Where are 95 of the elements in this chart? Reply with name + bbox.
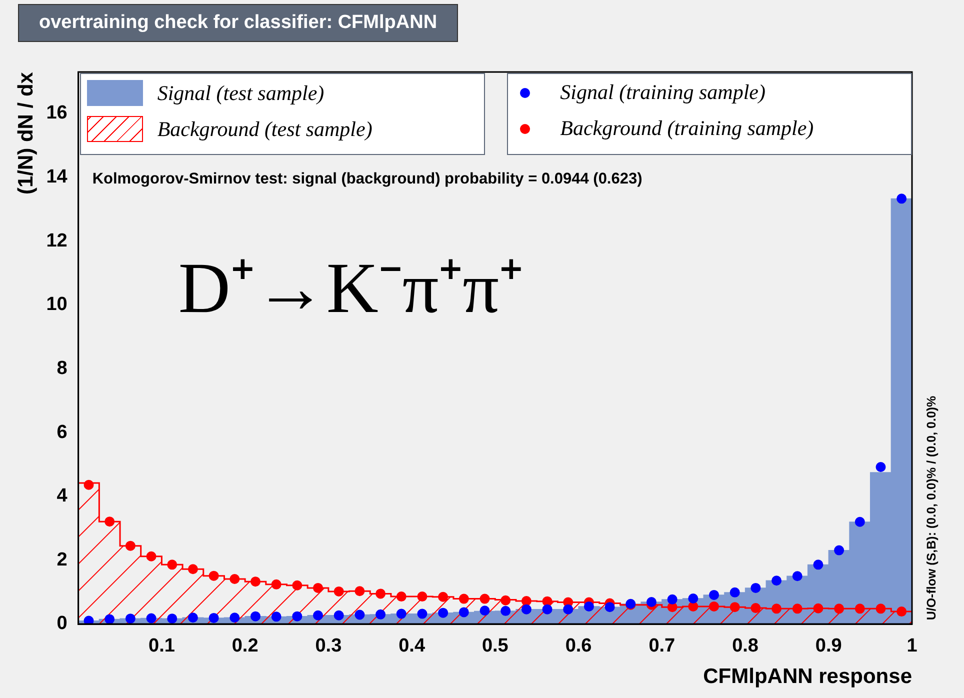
point	[292, 611, 302, 622]
point	[709, 590, 720, 600]
text: U/O-flow (S,B): (0.0, 0.0)% / (0.0, 0.0)%	[924, 396, 938, 620]
point	[876, 604, 886, 614]
x-tick-label: 0.1	[148, 636, 176, 657]
point	[271, 579, 282, 590]
point	[125, 540, 136, 551]
point	[146, 551, 156, 562]
y-tick-label: 16	[46, 102, 68, 124]
point	[500, 606, 511, 616]
point	[646, 596, 656, 607]
point	[813, 560, 824, 570]
point	[230, 574, 240, 584]
point	[854, 604, 865, 614]
point	[417, 592, 428, 602]
point	[313, 610, 324, 620]
y-tick-label: 8	[56, 358, 68, 379]
point	[354, 610, 365, 620]
x-tick-label: 0.4	[398, 636, 426, 657]
point	[438, 592, 448, 602]
point	[250, 576, 260, 587]
y-axis-title: (1/N) dN / dx	[14, 72, 38, 195]
x-tick-label: 0.2	[232, 636, 258, 657]
legend-label: Signal (test sample)	[157, 80, 324, 106]
point	[376, 609, 386, 620]
x-tick-label: 0.3	[315, 636, 342, 657]
x-tick-label: 0.6	[565, 636, 592, 657]
y-tick-label: 0	[56, 613, 68, 634]
y-tick-label: 12	[46, 230, 68, 252]
x-tick-label: 0.8	[732, 636, 758, 657]
chart-title: overtraining check for classifier: CFMlpANN	[18, 4, 458, 42]
legend-label: Background (training sample)	[560, 116, 814, 141]
point	[334, 610, 344, 620]
point	[896, 606, 907, 617]
point	[813, 603, 824, 614]
point	[896, 194, 907, 204]
point	[584, 601, 594, 612]
point	[84, 480, 94, 490]
point	[792, 604, 802, 614]
point	[84, 616, 94, 624]
point	[563, 604, 574, 614]
point	[396, 592, 406, 602]
point	[521, 596, 532, 606]
point	[688, 593, 698, 604]
point	[604, 602, 615, 612]
point	[730, 587, 740, 598]
point	[146, 613, 156, 624]
x-tick-label: 0.7	[648, 636, 676, 657]
y-tick-label: 4	[56, 486, 68, 507]
annotation: D⁺→K⁻π⁺π⁺	[178, 248, 524, 328]
point	[208, 612, 219, 623]
point	[500, 595, 511, 606]
point	[250, 611, 260, 622]
legend-label: Background (test sample)	[157, 116, 372, 142]
point	[417, 608, 428, 619]
y-tick-label: 6	[56, 422, 68, 443]
point	[125, 614, 136, 624]
point	[667, 594, 678, 604]
point	[167, 614, 178, 624]
x-tick-label: 1	[906, 636, 918, 657]
point	[542, 604, 552, 614]
point	[354, 586, 365, 596]
point	[480, 606, 490, 616]
point	[230, 612, 240, 623]
point	[188, 564, 198, 574]
y-tick-label: 14	[46, 166, 68, 188]
point	[480, 594, 490, 604]
point	[876, 462, 886, 472]
point	[521, 604, 532, 614]
point	[458, 594, 469, 604]
y-tick-label: 2	[56, 549, 68, 570]
point	[772, 604, 782, 614]
point	[292, 580, 302, 590]
point	[834, 545, 844, 556]
y-tick-label: 10	[46, 294, 68, 316]
point	[271, 612, 282, 622]
point	[188, 612, 198, 623]
point	[104, 516, 115, 527]
point	[334, 586, 344, 596]
point	[792, 571, 802, 582]
point	[167, 560, 178, 570]
point	[750, 582, 761, 593]
point	[104, 614, 115, 624]
point	[772, 576, 782, 586]
point	[396, 608, 406, 619]
x-axis-title: CFMlpANN response	[703, 665, 912, 688]
x-tick-label: 0.9	[815, 636, 842, 657]
point	[376, 588, 386, 599]
annotation: Kolmogorov-Smirnov test: signal (background) probability = 0.0944 (0.623)	[92, 170, 642, 188]
legend-label: Signal (training sample)	[560, 80, 766, 105]
point	[854, 516, 865, 527]
point	[208, 570, 219, 581]
point	[834, 604, 844, 614]
point	[313, 582, 324, 593]
x-tick-label: 0.5	[482, 636, 509, 657]
